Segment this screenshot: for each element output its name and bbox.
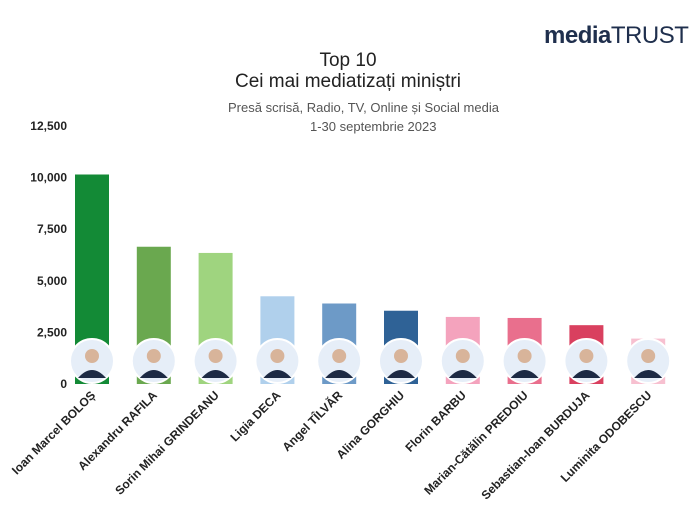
y-tick-label: 0 <box>60 377 67 391</box>
minister-avatar <box>439 338 486 384</box>
x-tick-label: Marian-Cătălin PREDOIU <box>421 388 530 497</box>
y-tick-label: 5,000 <box>37 274 67 288</box>
x-tick-label: Florin BARBU <box>402 388 468 454</box>
x-tick-label: Angel TÎLVĂR <box>279 387 346 454</box>
minister-avatar <box>254 338 301 384</box>
x-tick-label: Ligia DECA <box>227 388 283 444</box>
y-tick-label: 2,500 <box>37 325 67 339</box>
minister-avatar <box>625 338 672 384</box>
x-tick-label: Sebastian-Ioan BURDUJA <box>478 388 592 502</box>
minister-avatar <box>501 338 548 384</box>
logo-part2: TRUST <box>610 22 689 49</box>
minister-avatar <box>378 338 424 384</box>
y-axis: 0 2,500 5,000 7,500 10,000 12,500 <box>30 119 67 391</box>
mediatrust-logo: mediaTRUST <box>544 22 689 50</box>
minister-avatar <box>69 338 115 384</box>
y-tick-label: 10,000 <box>30 171 67 185</box>
minister-avatars <box>69 338 672 384</box>
x-tick-label: Alina GORGHIU <box>334 388 408 462</box>
logo-part1: media <box>544 22 611 49</box>
x-tick-label: Sorin Mihai GRINDEANU <box>112 388 221 497</box>
y-tick-label: 7,500 <box>37 222 67 236</box>
minister-avatar <box>130 338 177 384</box>
chart-subtitle-period: 1-30 septembrie 2023 <box>310 119 437 134</box>
chart-title-line2: Cei mai mediatizați miniștri <box>235 71 461 92</box>
minister-avatar <box>316 338 363 384</box>
minister-avatar <box>563 338 610 384</box>
y-tick-label: 12,500 <box>30 119 67 133</box>
chart-subtitle-sources: Presă scrisă, Radio, TV, Online și Socia… <box>228 100 499 115</box>
minister-avatar <box>192 338 239 384</box>
chart-title-line1: Top 10 <box>319 50 377 71</box>
